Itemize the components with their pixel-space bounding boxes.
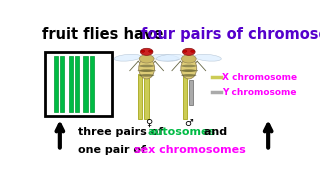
Bar [138,74,142,119]
Ellipse shape [139,58,155,79]
Bar [60,56,64,112]
Circle shape [148,50,152,52]
Bar [183,74,187,119]
Ellipse shape [139,74,154,77]
Ellipse shape [181,69,196,72]
Ellipse shape [139,65,154,67]
Ellipse shape [139,69,154,72]
Ellipse shape [139,55,154,63]
Bar [54,56,58,112]
Text: ♂: ♂ [184,118,193,128]
Text: ♀: ♀ [146,118,153,128]
Ellipse shape [194,54,221,61]
Text: four pairs of chromosomes: four pairs of chromosomes [140,27,320,42]
Ellipse shape [114,54,141,61]
Text: fruit flies have: fruit flies have [43,27,169,42]
Ellipse shape [156,54,183,61]
Bar [75,56,79,112]
Bar [90,56,94,112]
Text: autosomes: autosomes [148,127,216,137]
Text: one pair of: one pair of [78,145,150,155]
Circle shape [140,48,153,55]
Text: Y chromosome: Y chromosome [222,88,297,97]
Text: sex chromosomes: sex chromosomes [134,145,246,155]
Ellipse shape [181,65,196,67]
Bar [189,80,193,105]
Ellipse shape [152,54,179,61]
Bar [45,52,112,116]
Bar [84,56,88,112]
Bar [68,56,73,112]
Ellipse shape [181,55,196,63]
Text: three pairs of: three pairs of [78,127,168,137]
Text: X chromosome: X chromosome [222,73,297,82]
Circle shape [191,50,195,52]
Ellipse shape [181,58,197,79]
Text: and: and [200,127,228,137]
Circle shape [182,48,195,55]
Circle shape [183,50,187,52]
Bar [144,74,148,119]
Circle shape [141,50,145,52]
Ellipse shape [181,74,196,77]
